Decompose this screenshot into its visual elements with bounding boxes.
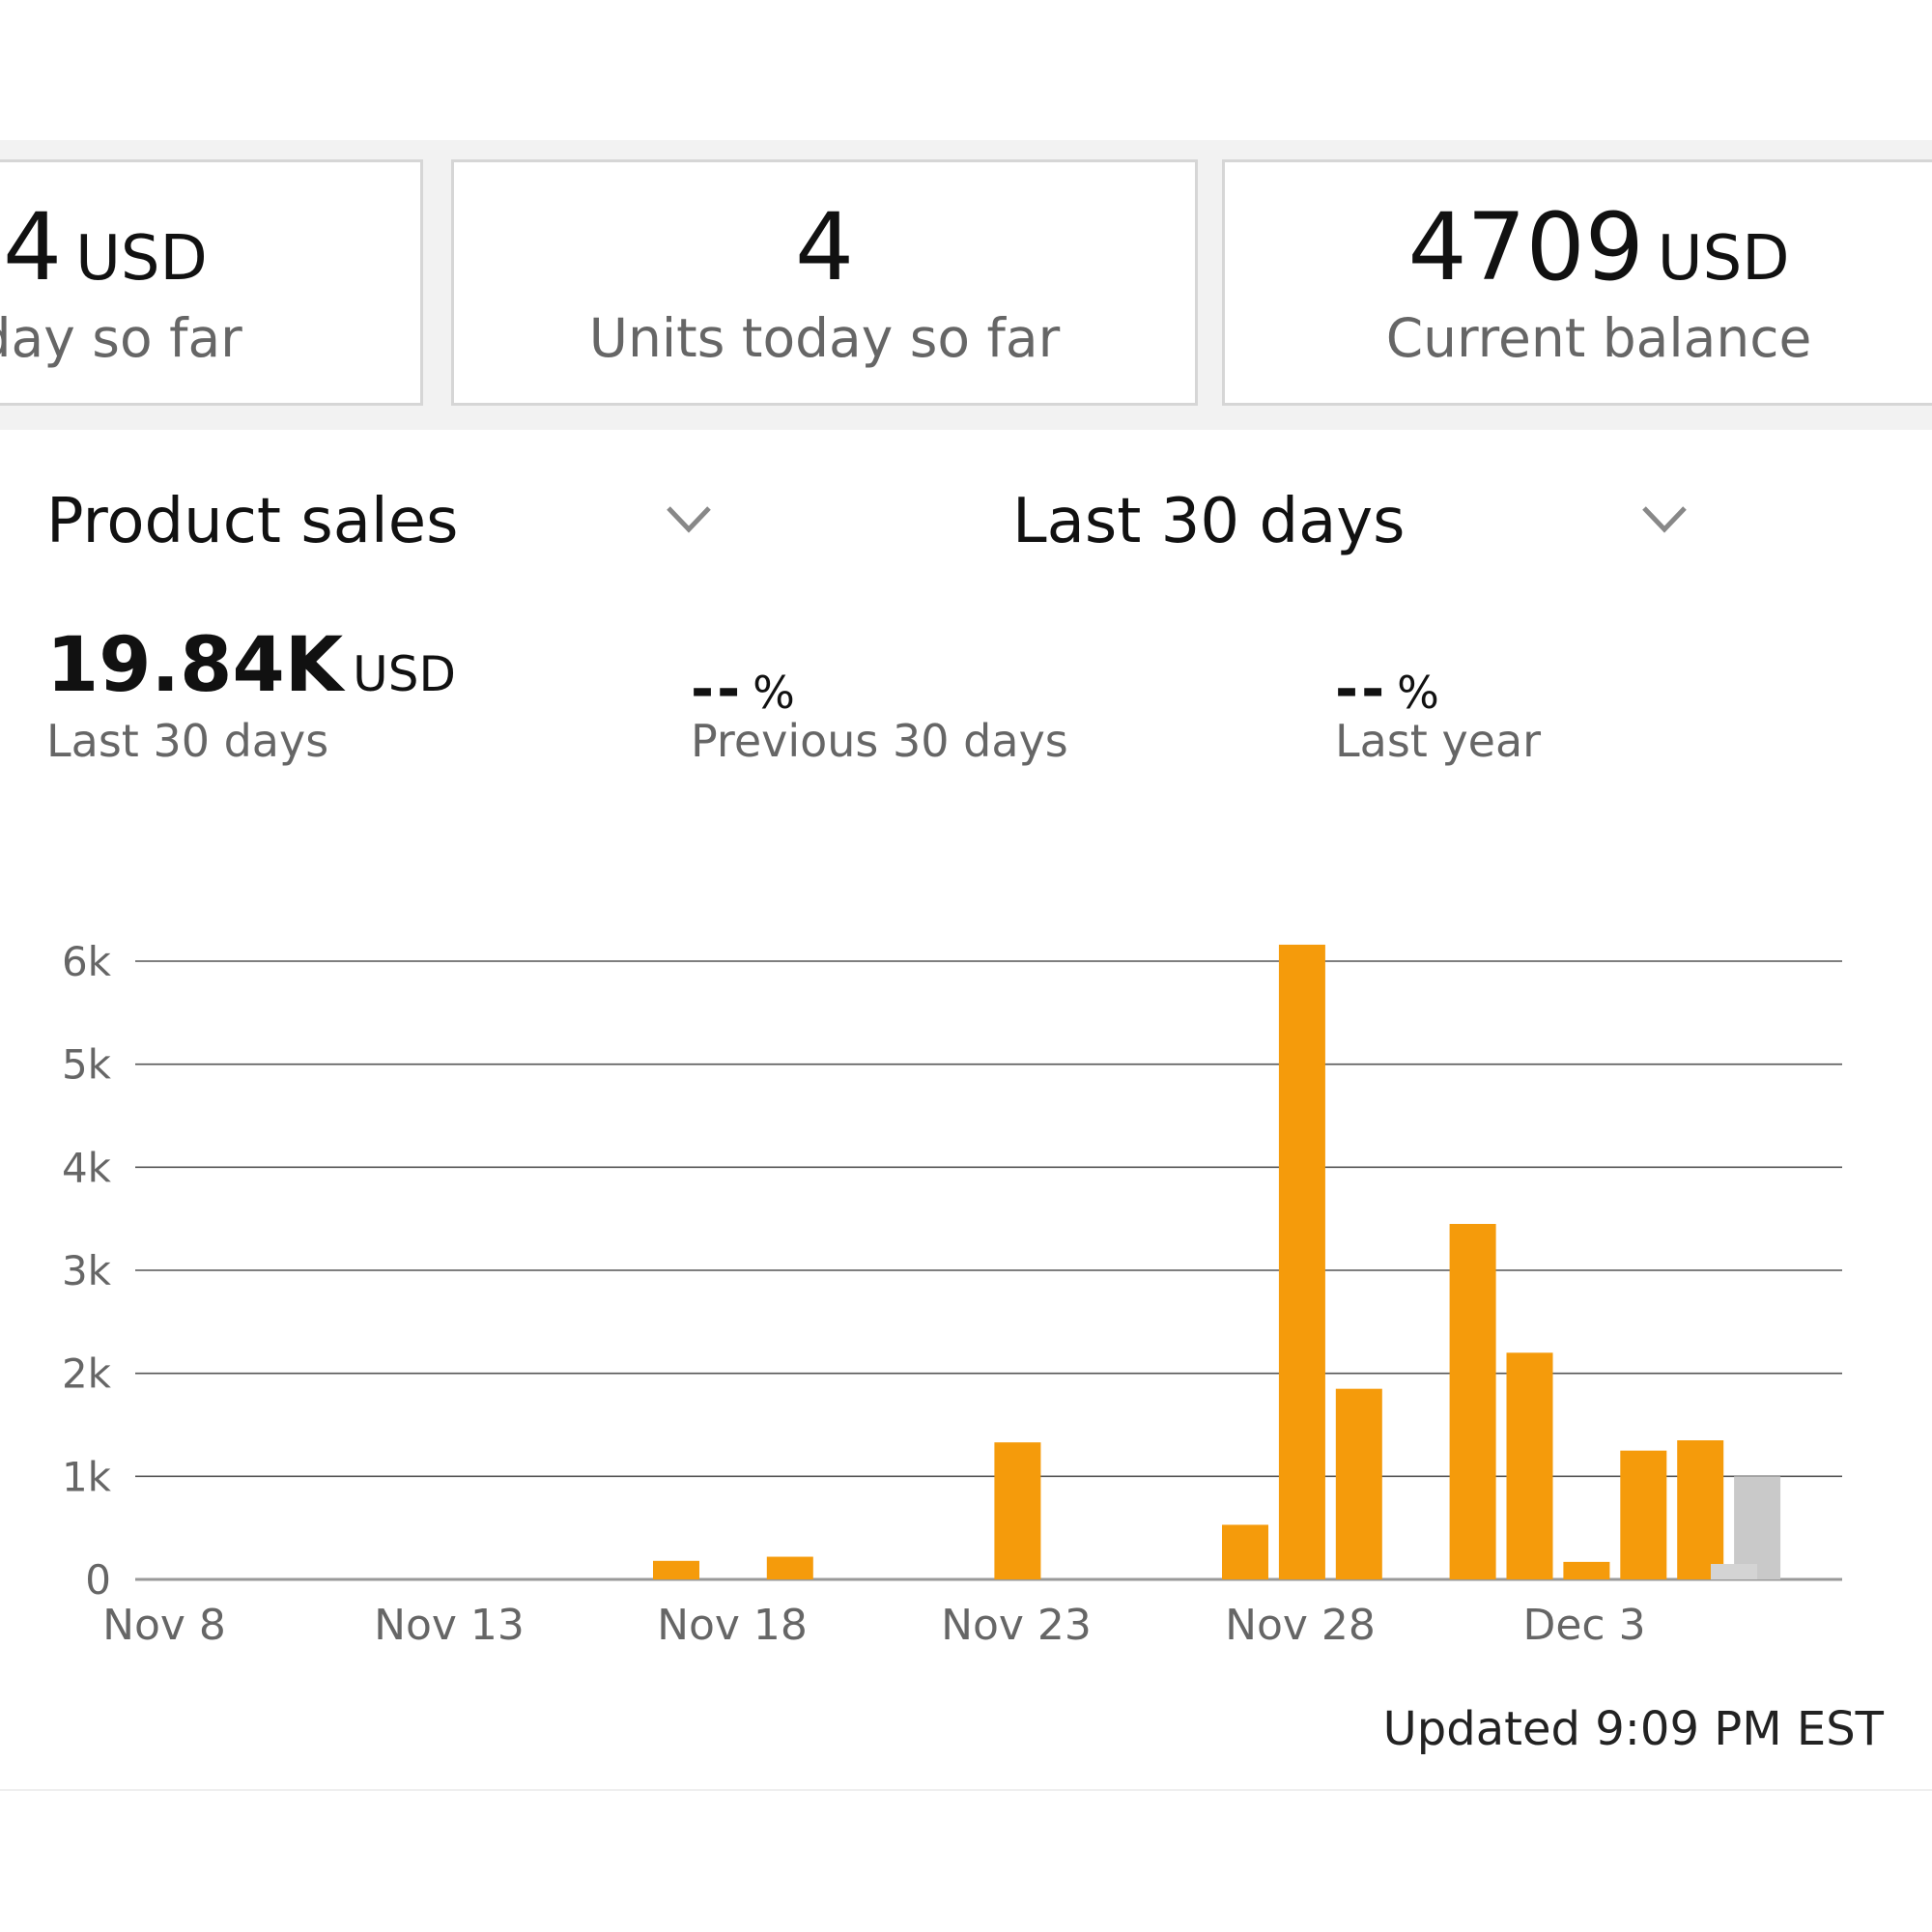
x-tick-label: Nov 28	[1225, 1601, 1376, 1650]
stat-previous-30-days: --% Previous 30 days	[691, 628, 1068, 763]
range-select[interactable]: Last 30 days	[1012, 483, 1689, 560]
y-tick-label: 4k	[62, 1144, 112, 1191]
updated-timestamp: Updated 9:09 PM EST	[1382, 1702, 1884, 1756]
bar-dec-6[interactable]	[1734, 1476, 1781, 1579]
bar-nov-27[interactable]	[1222, 1524, 1268, 1579]
stat-current-label: Last 30 days	[46, 715, 329, 767]
bar-partial[interactable]	[1711, 1564, 1757, 1579]
y-tick-label: 2k	[62, 1350, 112, 1398]
x-tick-label: Nov 18	[657, 1601, 808, 1650]
chevron-down-icon	[667, 506, 711, 533]
stat-last-30-days: 19.84K USD Last 30 days	[46, 628, 456, 763]
sales-bar-chart: 0 1k 2k 3k 4k 5k 6k Nov 8 Nov 13 Nov 18 Nov 23 Nov …	[62, 938, 1842, 1650]
chevron-down-icon	[1642, 506, 1687, 533]
balance-card[interactable]: 4709 USD Current balance	[1222, 159, 1932, 406]
y-tick-label: 3k	[62, 1247, 112, 1294]
stat-year-label: Last year	[1335, 715, 1542, 767]
range-select-value: Last 30 days	[1012, 486, 1406, 557]
units-today-value: 4	[794, 193, 855, 301]
x-tick-label: Dec 3	[1522, 1601, 1645, 1650]
stat-current-value: 19.84K USD	[46, 622, 457, 709]
bar-dec-2[interactable]	[1506, 1352, 1553, 1579]
x-tick-label: Nov 8	[102, 1601, 226, 1650]
units-today-label: Units today so far	[588, 307, 1061, 369]
bar-dec-1[interactable]	[1449, 1224, 1496, 1579]
stat-last-year: --% Last year	[1335, 628, 1541, 763]
metric-select-value: Product sales	[46, 486, 459, 557]
bar-nov-17[interactable]	[653, 1560, 699, 1579]
bar-dec-4[interactable]	[1620, 1450, 1667, 1579]
bar-nov-23[interactable]	[994, 1442, 1041, 1579]
divider	[0, 1789, 1932, 1791]
stat-previous-label: Previous 30 days	[691, 715, 1068, 767]
balance-label: Current balance	[1385, 307, 1812, 369]
bar-nov-29[interactable]	[1335, 1388, 1382, 1579]
bar-dec-5[interactable]	[1677, 1440, 1724, 1579]
y-tick-label: 1k	[62, 1453, 112, 1500]
bar-dec-3[interactable]	[1563, 1561, 1610, 1579]
y-tick-label: 5k	[62, 1041, 112, 1089]
y-tick-label: 0	[85, 1556, 111, 1604]
metric-select[interactable]: Product sales	[46, 483, 713, 560]
sales-today-label: oday so far	[0, 307, 242, 369]
balance-value: 4709 USD	[1407, 193, 1790, 301]
stat-previous-value: --%	[691, 656, 795, 722]
units-today-card[interactable]: 4 Units today so far	[451, 159, 1198, 406]
stat-year-value: --%	[1335, 656, 1439, 722]
x-tick-label: Nov 23	[941, 1601, 1092, 1650]
x-tick-label: Nov 13	[374, 1601, 525, 1650]
bar-nov-28[interactable]	[1278, 944, 1325, 1579]
bar-nov-19[interactable]	[766, 1556, 813, 1579]
sales-today-value: 4 USD	[3, 193, 208, 301]
y-tick-label: 6k	[62, 938, 112, 985]
